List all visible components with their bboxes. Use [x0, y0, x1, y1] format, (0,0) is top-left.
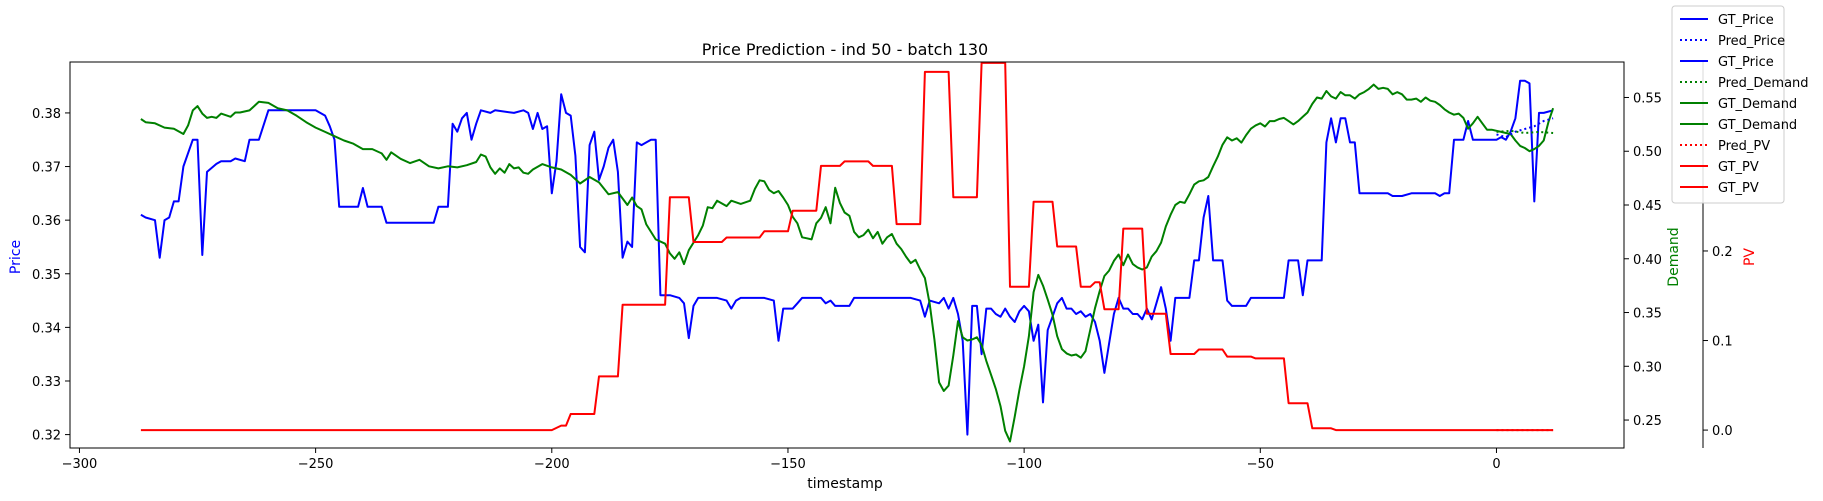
demand-tick-label: 0.30 [1633, 360, 1662, 375]
x-tick-label: −150 [770, 457, 806, 472]
x-tick-label: −250 [298, 457, 334, 472]
legend: GT_Price Pred_Price GT_Price Pred_Demand GT_… [1671, 5, 1809, 204]
price-tick-label: 0.37 [32, 161, 61, 176]
pv-tick-label: 0.1 [1712, 335, 1733, 350]
price-axis-label: Price [8, 240, 24, 274]
demand-tick-label: 0.25 [1633, 414, 1662, 429]
legend-label: GT_PV [1718, 181, 1759, 196]
x-tick-label: −200 [534, 457, 570, 472]
legend-label: GT_PV [1718, 160, 1759, 175]
legend-label: GT_Demand [1718, 118, 1797, 133]
legend-label: Pred_PV [1718, 139, 1770, 154]
x-axis-label: timestamp [807, 476, 883, 492]
price-tick-label: 0.34 [32, 321, 61, 336]
plot-frame [69, 61, 1625, 449]
series-line-gt-demand-1 [140, 83, 1555, 443]
price-tick-label: 0.35 [32, 268, 61, 283]
plot-area [69, 61, 1625, 449]
pv-axis-label: PV [1742, 248, 1758, 266]
price-tick-label: 0.36 [32, 214, 61, 229]
series-line-gt-pv-2 [140, 61, 1497, 432]
series-line-gt-price-0 [140, 79, 1554, 436]
legend-label: Pred_Demand [1718, 76, 1809, 91]
legend-label: GT_Price [1718, 13, 1774, 28]
demand-axis-label: Demand [1666, 227, 1682, 286]
demand-tick-label: 0.40 [1633, 253, 1662, 268]
x-tick-label: 0 [1492, 457, 1500, 472]
x-tick-label: −50 [1247, 457, 1274, 472]
pv-tick-label: 0.0 [1712, 424, 1733, 439]
legend-label: Pred_Price [1718, 34, 1785, 49]
demand-tick-label: 0.35 [1633, 307, 1662, 322]
legend-label: GT_Demand [1718, 97, 1797, 112]
price-tick-label: 0.33 [32, 375, 61, 390]
x-tick-label: −300 [62, 457, 98, 472]
legend-label: GT_Price [1718, 55, 1774, 70]
demand-axis: 0.25 0.30 0.35 0.40 0.45 0.50 0.55 [1624, 91, 1662, 429]
demand-tick-label: 0.45 [1633, 199, 1662, 214]
demand-tick-label: 0.50 [1633, 145, 1662, 160]
price-tick-label: 0.38 [32, 107, 61, 122]
price-axis: 0.32 0.33 0.34 0.35 0.36 0.37 0.38 [32, 107, 70, 444]
demand-tick-label: 0.55 [1633, 91, 1662, 106]
price-tick-label: 0.32 [32, 429, 61, 444]
chart-title: Price Prediction - ind 50 - batch 130 [702, 40, 988, 59]
pv-tick-label: 0.2 [1712, 245, 1733, 260]
series-line-pred-price-4 [1496, 117, 1554, 139]
legend-box [1671, 5, 1785, 204]
x-axis: −300 −250 −200 −150 −100 −50 0 [62, 448, 1501, 472]
x-tick-label: −100 [1006, 457, 1042, 472]
